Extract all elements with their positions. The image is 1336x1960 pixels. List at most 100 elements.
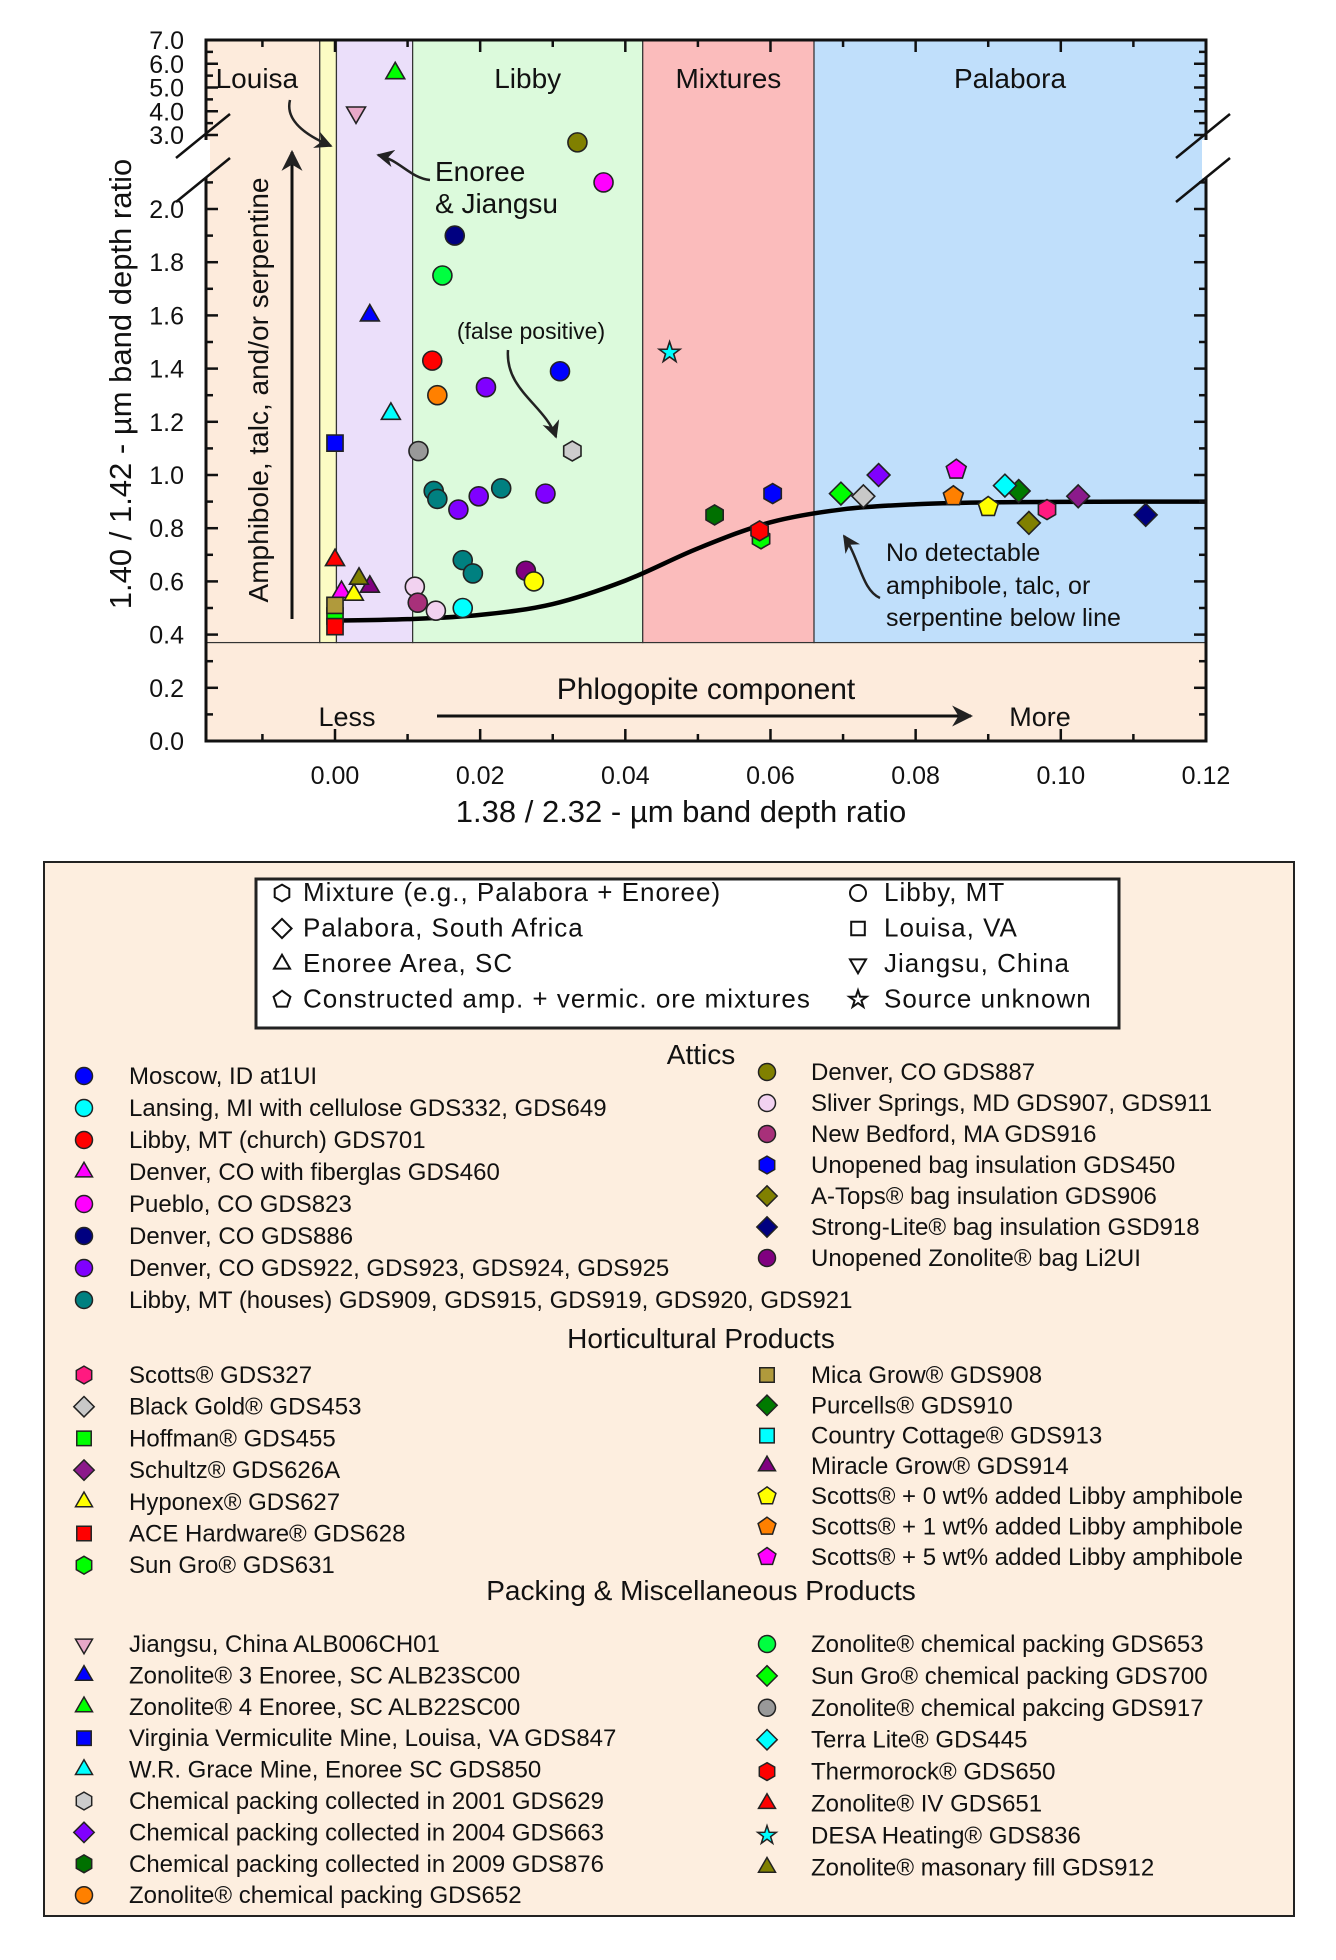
legend-marker-circle (757, 1062, 777, 1082)
region-louisa (205, 39, 321, 644)
plot-frame (204, 38, 1208, 743)
legend-marker-hexagon (758, 1155, 776, 1175)
axis-break-gap (202, 140, 210, 178)
y-tick-label: 1.4 (149, 356, 184, 384)
legend-entry-label: Lansing, MI with cellulose GDS332, GDS64… (129, 1095, 607, 1122)
legend-marker-triangle (74, 1160, 94, 1178)
legend-marker-hexagon (75, 1555, 93, 1575)
data-point-diamond (1133, 502, 1159, 528)
data-point-triangle (384, 60, 407, 80)
x-tick-label: 0.04 (601, 762, 650, 790)
data-point-circle (427, 384, 448, 406)
legend-entry-label: Denver, CO with fiberglas GDS460 (129, 1159, 500, 1186)
region-label-mixtures: Mixtures (675, 63, 781, 94)
data-point-circle (407, 592, 429, 613)
legend-marker-hexagon (75, 1365, 93, 1385)
legend-marker-circle (74, 1290, 94, 1310)
region-palabora (813, 39, 1207, 644)
data-point-diamond (1065, 483, 1091, 509)
data-point-square (326, 596, 344, 615)
annotation-below-line-3: serpentine below line (886, 604, 1121, 632)
data-point-circle (425, 600, 447, 621)
y-tick-label: 4.0 (149, 98, 184, 126)
legend-entry-label: Denver, CO GDS887 (811, 1059, 1035, 1086)
legend-entry-label: Terra Lite® GDS445 (811, 1727, 1027, 1754)
shape-key-icon-triangle-down (848, 958, 868, 976)
legend-entry-label: Denver, CO GDS886 (129, 1223, 353, 1250)
region-mixtures (642, 39, 815, 644)
legend-marker-circle (74, 1098, 94, 1118)
data-point-circle (452, 597, 474, 619)
data-point-circle (593, 172, 614, 193)
shape-key-icon-circle (848, 884, 868, 902)
legend-entry-label: Strong-Lite® bag insulation GSD918 (811, 1214, 1200, 1241)
data-point-triangle (343, 582, 365, 601)
legend-entry-label: Denver, CO GDS922, GDS923, GDS924, GDS92… (129, 1255, 669, 1282)
legend-marker-square (76, 1730, 92, 1747)
axis-break-mark (1175, 157, 1231, 203)
legend-marker-diamond (755, 1664, 779, 1688)
legend-entry-label: Scotts® GDS327 (129, 1362, 312, 1389)
y-tick-label: 1.0 (149, 462, 184, 490)
y-tick-label: 6.0 (149, 51, 184, 79)
data-point-diamond (1016, 510, 1042, 536)
legend-entry-label: Zonolite® 3 Enoree, SC ALB23SC00 (129, 1662, 520, 1689)
data-point-square (326, 434, 344, 452)
legend-marker-square (759, 1367, 775, 1383)
legend-marker-triangle (74, 1695, 94, 1713)
legend-entry-label: Country Cottage® GDS913 (811, 1423, 1102, 1450)
arrow-false-positive (506, 349, 560, 439)
legend-box (43, 861, 1295, 1917)
data-point-pentagon (942, 484, 965, 506)
legend-marker-circle (74, 1130, 94, 1150)
legend-entry-label: Sliver Springs, MD GDS907, GDS911 (811, 1090, 1212, 1117)
data-point-star (656, 339, 683, 364)
legend-entry-label: Libby, MT (church) GDS701 (129, 1127, 426, 1154)
y-tick-label: 1.8 (149, 249, 184, 277)
x-tick-label: 0.12 (1182, 762, 1231, 790)
shape-key-label: Constructed amp. + vermic. ore mixtures (303, 984, 811, 1014)
data-point-circle (427, 488, 448, 510)
data-point-circle (408, 440, 429, 462)
data-point-circle (432, 265, 453, 286)
data-point-circle (490, 478, 512, 499)
legend-marker-square (759, 1427, 775, 1444)
legend-entry-label: Chemical packing collected in 2009 GDS87… (129, 1851, 604, 1878)
shape-key-icon-star (846, 987, 870, 1010)
legend-marker-triangle (757, 1454, 777, 1472)
legend-marker-circle (757, 1248, 777, 1268)
legend-marker-circle (757, 1093, 777, 1113)
data-point-circle (549, 360, 571, 382)
legend-entry-label: Zonolite® chemical pakcing GDS917 (811, 1695, 1204, 1722)
legend-entry-label: New Bedford, MA GDS916 (811, 1121, 1096, 1148)
shape-key-label: Jiangsu, China (884, 948, 1070, 978)
y-axis-label: 1.40 / 1.42 - µm band depth ratio (103, 159, 138, 609)
data-point-square (326, 617, 344, 636)
legend-entry-label: Pueblo, CO GDS823 (129, 1191, 352, 1218)
legend-entry-label: Chemical packing collected in 2004 GDS66… (129, 1819, 604, 1846)
y-tick-label: 0.8 (149, 515, 184, 543)
legend-marker-star (755, 1823, 779, 1846)
legend-marker-triangle-down (74, 1638, 94, 1656)
axis-break-mark (175, 113, 231, 159)
annotation-below-line-2: amphibole, talc, or (886, 572, 1090, 600)
data-point-pentagon (945, 458, 968, 479)
legend-entry-label: DESA Heating® GDS836 (811, 1822, 1081, 1849)
annotation-false-positive: (false positive) (457, 318, 605, 344)
legend-entry-label: Hyponex® GDS627 (129, 1489, 340, 1516)
legend-marker-circle (74, 1066, 94, 1086)
annotation-vertical: Amphibole, talc, and/or serpentine (243, 178, 274, 603)
data-point-hexagon (1037, 498, 1057, 521)
legend-entry-label: Hoffman® GDS455 (129, 1425, 336, 1452)
shape-key-label: Libby, MT (884, 877, 1005, 907)
data-point-pentagon (977, 495, 1000, 517)
legend-entry-label: Zonolite® IV GDS651 (811, 1791, 1042, 1818)
legend-entry-label: Zonolite® 4 Enoree, SC ALB22SC00 (129, 1694, 520, 1721)
legend-group-title: Horticultural Products (567, 1323, 835, 1354)
legend-entry-label: Zonolite® chemical packing GDS652 (129, 1882, 522, 1909)
legend-entry-label: Unopened Zonolite® bag Li2UI (811, 1245, 1141, 1272)
data-point-circle (567, 132, 588, 153)
plot-area: Louisa Libby Mixtures Palabora (205, 39, 1207, 741)
data-point-triangle (359, 302, 381, 322)
y-tick-label: 5.0 (149, 75, 184, 103)
